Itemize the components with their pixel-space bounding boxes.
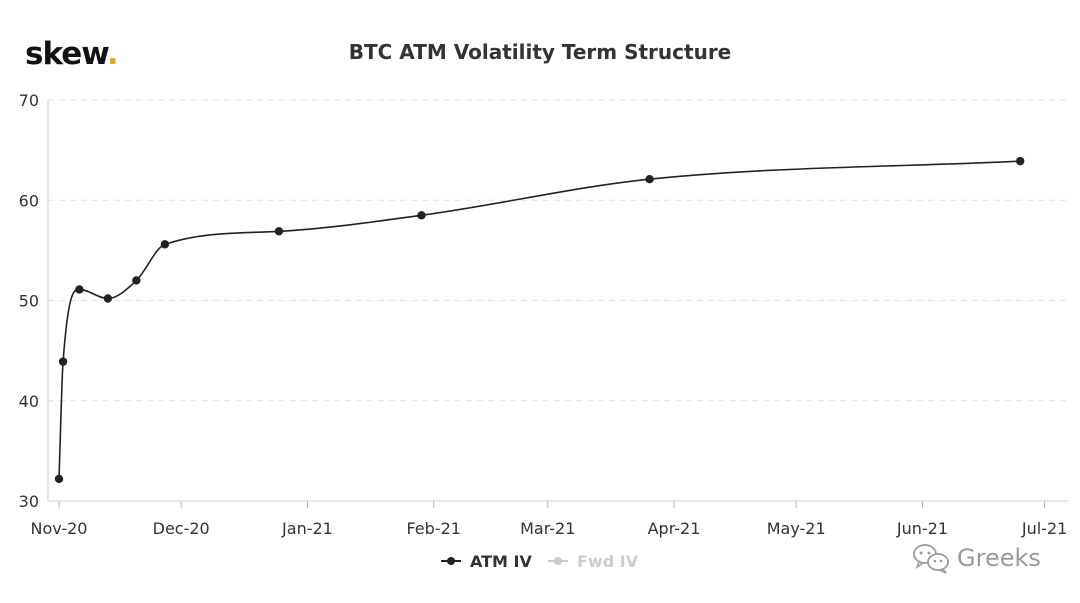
logo-wordmark: skew. (25, 36, 118, 72)
y-tick-label: 40 (19, 392, 39, 411)
legend-marker (447, 557, 455, 565)
legend: ATM IV Fwd IV (441, 552, 639, 571)
series-lines (58, 160, 1021, 479)
series-points (54, 156, 1025, 484)
data-point[interactable] (54, 474, 64, 484)
x-tick-label: Jan-21 (281, 519, 333, 538)
data-point[interactable] (58, 357, 68, 366)
x-tick-label: Mar-21 (520, 519, 575, 538)
x-tick-label: Dec-20 (153, 519, 210, 538)
legend-marker (554, 557, 562, 565)
series-line-atm-iv (58, 160, 1021, 479)
y-axis-ticks: 30 40 50 60 70 (19, 91, 39, 511)
data-point[interactable] (1015, 156, 1025, 166)
data-point[interactable] (274, 227, 284, 236)
data-point[interactable] (103, 294, 113, 303)
legend-label: ATM IV (470, 552, 533, 571)
x-tick-label: May-21 (767, 519, 826, 538)
data-point[interactable] (75, 285, 84, 294)
x-tick-label: Jul-21 (1021, 519, 1067, 538)
greeks-watermark: Greeks (913, 544, 1041, 574)
y-tick-label: 70 (19, 91, 39, 110)
y-tick-label: 30 (19, 492, 39, 511)
legend-item-atm-iv[interactable]: ATM IV (441, 552, 533, 571)
legend-item-fwd-iv[interactable]: Fwd IV (548, 552, 639, 571)
wechat-icon (913, 544, 949, 574)
x-tick-label: Feb-21 (406, 519, 460, 538)
data-point[interactable] (132, 276, 141, 285)
x-axis-ticks: Nov-20 Dec-20 Jan-21 Feb-21 Mar-21 Apr-21 May-… (31, 501, 1067, 538)
data-point[interactable] (645, 174, 654, 184)
axes (47, 100, 1068, 502)
x-tick-label: Nov-20 (31, 519, 88, 538)
y-tick-label: 50 (19, 292, 39, 311)
watermark-text: Greeks (957, 544, 1041, 572)
chart-title: BTC ATM Volatility Term Structure (349, 40, 732, 64)
skew-logo: skew. (25, 36, 119, 72)
legend-label: Fwd IV (577, 552, 639, 571)
y-tick-label: 60 (19, 191, 39, 210)
x-tick-label: Apr-21 (648, 519, 701, 538)
data-point[interactable] (160, 240, 170, 249)
grid-lines (48, 99, 1068, 402)
x-tick-label: Jun-21 (896, 519, 948, 538)
data-point[interactable] (417, 211, 426, 220)
